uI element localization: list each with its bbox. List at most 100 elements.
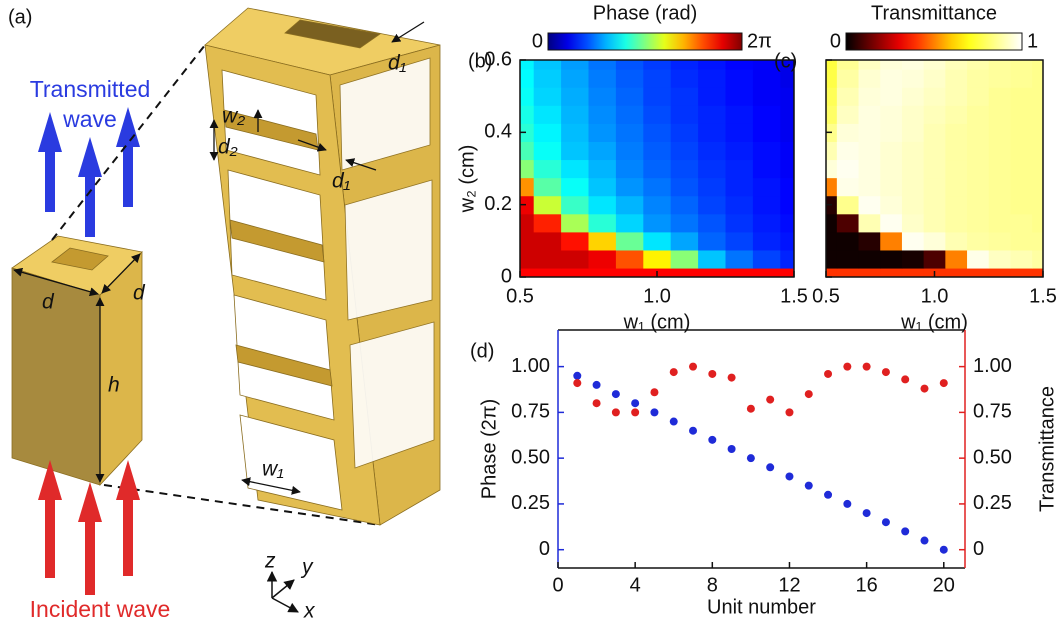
unit-cell-zoom [205,8,440,525]
heatmap-cell [859,141,881,160]
heatmap-cell [561,105,589,124]
panel-label: (a) [8,6,32,28]
heatmap-cell [561,214,589,233]
colorbar-title: Phase (rad) [593,2,698,24]
heatmap-cell [989,69,1011,88]
heatmap-cell [561,159,589,178]
heatmap-cell [643,105,671,124]
heatmap-cell [967,214,989,233]
scatter-point [689,363,697,371]
heatmap-cell [880,87,902,106]
heatmap-cell [880,141,902,160]
heatmap-cell [753,159,781,178]
heatmap-cell [902,232,924,251]
heatmap-cell [671,123,699,142]
heatmap-cell [616,69,644,88]
scatter-point [650,388,658,396]
heatmap-cell [859,159,881,178]
heatmap-cell [837,87,859,106]
scatter-point [920,537,928,545]
heatmap-cell [945,159,967,178]
heatmap-cell [945,232,967,251]
scatter-point [940,546,948,554]
heatmap-cell [671,159,699,178]
heatmap-cell [880,214,902,233]
colorbar-tick-label: 0 [830,30,841,52]
scatter-point [593,399,601,407]
colorbar [548,33,742,50]
heatmap-cell [1010,178,1032,197]
heatmap-cell [616,123,644,142]
heatmap-cell [945,87,967,106]
heatmap-cell [726,250,754,269]
dim-label: d₁ [388,52,407,75]
y2-tick-label: 0.50 [973,446,1012,468]
scatter-point [670,418,678,426]
heatmap-cell [616,214,644,233]
axis-icon-label: x [303,600,316,623]
heatmap-cell [967,141,989,160]
heatmap-cell [671,87,699,106]
heatmap-cell [726,196,754,215]
heatmap-cell [726,105,754,124]
scatter-point [843,363,851,371]
heatmap-cell [616,141,644,160]
heatmap-cell [880,232,902,251]
x-tick-label: 0 [552,574,563,596]
heatmap-cell [967,87,989,106]
heatmap-cell [989,214,1011,233]
heatmap-cell [671,196,699,215]
y2-tick-label: 0.75 [973,401,1012,423]
y-tick-label: 0.2 [484,193,512,215]
heatmap-cell [924,159,946,178]
y-axis-label: w₂ (cm) [456,145,478,214]
heatmap-cell [726,232,754,251]
y-tick-label: 0.25 [511,492,550,514]
heatmap-cell [880,159,902,178]
y-tick-label: 0.6 [484,48,512,70]
x-axis-label: Unit number [707,596,816,618]
heatmap-cell [534,69,562,88]
heatmap-cell [880,178,902,197]
x-tick-label: 1.0 [921,285,949,307]
heatmap-cell [880,69,902,88]
heatmap-cell [643,87,671,106]
heatmap-cell [924,214,946,233]
heatmap-cell [698,123,726,142]
heatmap-cell [589,87,617,106]
heatmap-cell [671,105,699,124]
heatmap-cell [561,87,589,106]
heatmap-cell [859,87,881,106]
heatmap-cell [924,87,946,106]
y-tick-label: 0.4 [484,121,512,143]
scatter-point [824,491,832,499]
y2-tick-label: 1.00 [973,355,1012,377]
heatmap-cell [989,232,1011,251]
heatmap-cell [726,178,754,197]
x-tick-label: 1.0 [643,285,671,307]
scatter-point [766,463,774,471]
heatmap-cell [561,250,589,269]
x-tick-label: 4 [630,574,641,596]
heatmap-cell [945,141,967,160]
heatmap-cell [837,196,859,215]
heatmap-cell [1010,232,1032,251]
incident-label: Incident wave [0,594,200,624]
heatmap-cell [753,87,781,106]
y-tick-label: 0.75 [511,401,550,423]
scatter-point [785,472,793,480]
heatmap-cell [1010,87,1032,106]
heatmap-cell [1010,159,1032,178]
heatmap-cell [589,196,617,215]
heatmap-cell [643,196,671,215]
x-tick-label: 1.5 [1029,285,1057,307]
scatter-point [631,408,639,416]
heatmap-cell [643,69,671,88]
axis-icon-label: y [300,556,314,579]
unit-cell [12,236,142,485]
heatmap-cell [924,250,946,269]
axis-icon-label: z [264,550,276,573]
scatter-point [843,500,851,508]
panel-label: (c) [774,50,797,72]
heatmap-cell [859,232,881,251]
